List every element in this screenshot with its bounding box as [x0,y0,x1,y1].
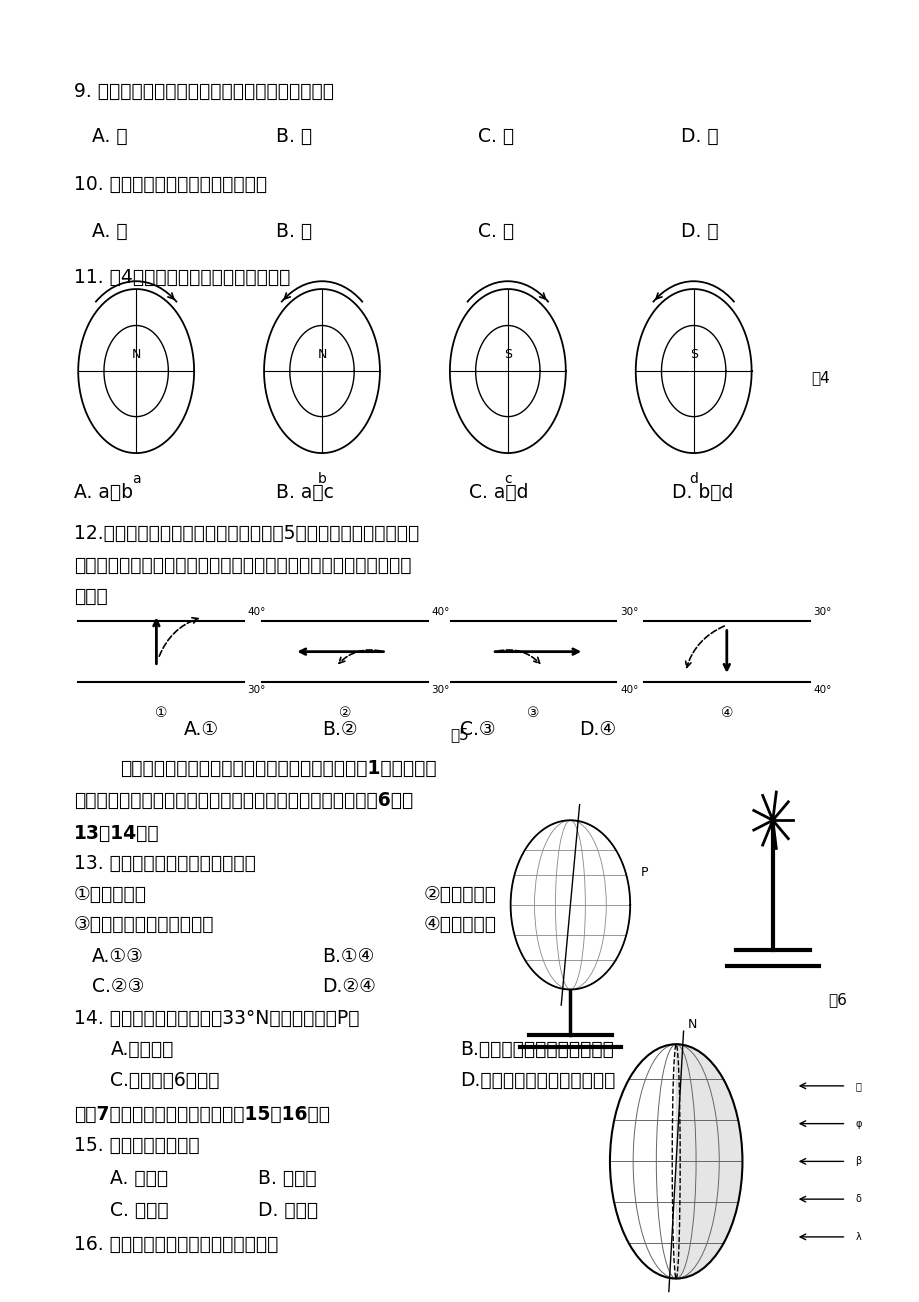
Text: δ: δ [855,1194,860,1204]
Text: ③正午太阳高度角的年变化: ③正午太阳高度角的年变化 [74,915,214,934]
Text: ②: ② [338,707,351,720]
Text: 向的是: 向的是 [74,587,108,605]
Text: 10. 水平运动物体发生右偏的地点是: 10. 水平运动物体发生右偏的地点是 [74,176,267,194]
Text: 纬: 纬 [855,1081,860,1091]
Text: B. 乙: B. 乙 [276,128,312,146]
Text: 13. 该实验能够演示的地理现象是: 13. 该实验能够演示的地理现象是 [74,854,255,872]
Text: N: N [317,348,326,361]
Text: ①昼夜的更替: ①昼夜的更替 [74,885,146,904]
Text: B. 夏至日: B. 夏至日 [257,1169,316,1187]
Text: A. 春分日: A. 春分日 [110,1169,168,1187]
Text: 12.从地转偏向力考虑，理想状态下，图5中（空心箭头表示水流初: 12.从地转偏向力考虑，理想状态下，图5中（空心箭头表示水流初 [74,525,418,543]
Text: 图5: 图5 [450,727,469,742]
Text: 图6: 图6 [827,992,845,1008]
Text: B. 乙: B. 乙 [276,223,312,241]
Text: ①: ① [154,707,167,720]
Text: B.①④: B.①④ [322,948,374,966]
Polygon shape [675,1044,742,1279]
Text: c: c [504,473,511,486]
Text: 40°: 40° [812,685,831,695]
Text: C. 丙: C. 丙 [478,223,514,241]
Text: D.此日过后自昼可能逐日变长: D.此日过后自昼可能逐日变长 [460,1072,615,1090]
Text: φ: φ [855,1118,861,1129]
Text: A.昼长夜短: A.昼长夜短 [110,1040,174,1059]
Text: D.④: D.④ [579,720,616,738]
Text: N: N [687,1018,697,1031]
Text: ④地方时差异: ④地方时差异 [423,915,495,934]
Text: C. a和d: C. a和d [469,483,528,501]
Text: 始运动方向，虚线箭头表示水流实际运动方向）能表示北半球水流流: 始运动方向，虚线箭头表示水流实际运动方向）能表示北半球水流流 [74,556,411,574]
Text: B. a和c: B. a和c [276,483,334,501]
Text: B.正午太阳高度达全年最大值: B.正午太阳高度达全年最大值 [460,1040,613,1059]
Text: b: b [317,473,326,486]
Text: N: N [131,348,141,361]
Text: 将一盏电灯放在桌子中央代表太阳，在离电灯大约1米远的桌边: 将一盏电灯放在桌子中央代表太阳，在离电灯大约1米远的桌边 [119,759,436,777]
Text: ④: ④ [720,707,732,720]
Text: 30°: 30° [812,607,831,617]
Text: A. a和b: A. a和b [74,483,132,501]
Text: 16. 在地球的自转运动中，甲、乙两地: 16. 在地球的自转运动中，甲、乙两地 [74,1236,278,1254]
Text: 读图7太阳照射地球示意图，完成15～16题。: 读图7太阳照射地球示意图，完成15～16题。 [74,1105,329,1124]
Text: C. 丙: C. 丙 [478,128,514,146]
Text: S: S [689,348,697,361]
Text: 30°: 30° [247,685,266,695]
Text: 图4: 图4 [811,370,829,385]
Text: 30°: 30° [619,607,638,617]
Text: S: S [504,348,511,361]
Text: D. 丁: D. 丁 [680,128,718,146]
Text: A. 甲: A. 甲 [92,223,128,241]
Text: A.①: A.① [184,720,219,738]
Text: β: β [855,1156,861,1167]
Text: B.②: B.② [322,720,357,738]
Text: D. b和d: D. b和d [671,483,732,501]
Text: 15. 此日，北半球正值: 15. 此日，北半球正值 [74,1137,199,1155]
Text: C.③: C.③ [460,720,495,738]
Text: λ: λ [855,1232,860,1242]
Text: 13～14题。: 13～14题。 [74,824,159,842]
Text: ②四季的更替: ②四季的更替 [423,885,495,904]
Text: 11. 图4中能正确表示地球自转方向的是: 11. 图4中能正确表示地球自转方向的是 [74,268,289,286]
Text: d: d [688,473,698,486]
Text: A.①③: A.①③ [92,948,143,966]
Text: 9. 甲、乙、丙、丁四地中地球自转线速度最大的是: 9. 甲、乙、丙、丁四地中地球自转线速度最大的是 [74,82,334,100]
Text: ③: ③ [527,707,539,720]
Text: 14. 图示季节内，盐城市（33°N），即图中的P地: 14. 图示季节内，盐城市（33°N），即图中的P地 [74,1009,358,1027]
Text: 40°: 40° [431,607,449,617]
Text: C.②③: C.②③ [92,978,144,996]
Text: A. 甲: A. 甲 [92,128,128,146]
Text: P: P [641,866,648,879]
Text: 40°: 40° [619,685,638,695]
Text: D. 丁: D. 丁 [680,223,718,241]
Text: D.②④: D.②④ [322,978,376,996]
Text: 30°: 30° [431,685,449,695]
Text: a: a [131,473,141,486]
Text: D. 冬至日: D. 冬至日 [257,1202,317,1220]
Text: 40°: 40° [247,607,266,617]
Text: C. 秋分日: C. 秋分日 [110,1202,169,1220]
Text: 放一个地球仪代表地球，拨动地球仪模拟地球自转运动。读图6回答: 放一个地球仪代表地球，拨动地球仪模拟地球自转运动。读图6回答 [74,792,413,810]
Text: C.当地时间6时日出: C.当地时间6时日出 [110,1072,220,1090]
